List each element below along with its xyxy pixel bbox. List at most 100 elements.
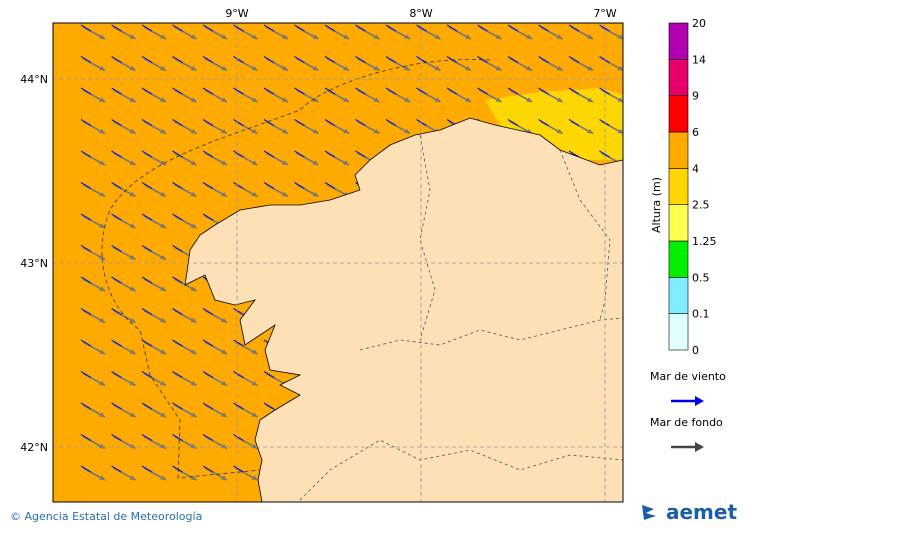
swell-head (465, 34, 471, 39)
swell-head (373, 34, 380, 39)
swell-head (129, 349, 136, 354)
swell-head (312, 34, 319, 39)
wind-arrow (324, 24, 336, 32)
lon-label: 9°W (225, 7, 248, 20)
swell-head (129, 255, 136, 260)
logo: aemet (666, 500, 737, 524)
swell-head (160, 66, 166, 71)
wind-arrow (172, 118, 183, 127)
wind-arrow (80, 213, 92, 221)
wind-arrow (416, 55, 427, 64)
swell-head (99, 34, 105, 39)
wind-arrow (202, 339, 214, 347)
swell-head (312, 129, 319, 134)
wind-arrow (141, 181, 153, 190)
swell-head (190, 381, 197, 386)
wind-arrow (111, 118, 122, 127)
wind-arrow (80, 118, 92, 127)
wind-arrow (507, 87, 519, 95)
wind-arrow (599, 150, 610, 158)
wind-arrow (233, 55, 244, 64)
swell-head (99, 475, 105, 480)
swell-head (99, 129, 105, 134)
swell-head (129, 34, 136, 39)
swell-head (221, 97, 227, 102)
wind-arrow (507, 118, 519, 127)
swell-head (312, 192, 319, 197)
swell-head (221, 160, 227, 165)
swell-head (282, 66, 288, 71)
swell-head (556, 34, 563, 39)
sea-zone (485, 88, 623, 160)
wind-arrow (202, 181, 214, 190)
wind-arrow (111, 55, 122, 64)
wind-arrow (477, 87, 488, 95)
wind-arrow (324, 55, 336, 64)
colorbar-label: 1.25 (692, 235, 717, 248)
wind-arrow (294, 118, 305, 127)
swell-head (99, 349, 105, 354)
wind-arrow (111, 370, 122, 379)
swell-head (343, 97, 349, 102)
wind-arrow (233, 402, 244, 410)
wind-arrow (111, 339, 122, 347)
colorbar-swatch (668, 313, 689, 351)
swell-head (190, 66, 197, 71)
wind-arrow (385, 55, 397, 64)
wind-arrow (324, 87, 336, 95)
swell-head (282, 129, 288, 134)
swell-head (251, 475, 258, 480)
wind-arrow (141, 87, 153, 95)
swell-head (526, 97, 532, 102)
wind-arrow (80, 465, 92, 473)
swell-head (312, 66, 319, 71)
wind-arrow (172, 150, 183, 158)
wind-arrow (263, 87, 275, 95)
wind-arrow (80, 150, 92, 158)
swell-head (160, 160, 166, 165)
swell-head (343, 129, 349, 134)
colorbar-label: 6 (692, 126, 699, 139)
swell-head (465, 66, 471, 71)
wind-arrow (172, 213, 183, 221)
colorbar-label: 0.1 (692, 308, 710, 321)
colorbar-label: 0.5 (692, 271, 710, 284)
swell-head (129, 223, 136, 228)
swell-head (129, 286, 136, 291)
swell-head (190, 192, 197, 197)
swell-head (526, 34, 532, 39)
wind-arrow (233, 307, 244, 316)
swell-head (495, 66, 502, 71)
wind-arrow (202, 118, 214, 127)
swell-head (129, 318, 136, 323)
swell-head (343, 160, 349, 165)
swell-head (343, 34, 349, 39)
swell-head (282, 192, 288, 197)
swell-head (99, 318, 105, 323)
wind-arrow (477, 24, 488, 32)
wind-arrow (233, 118, 244, 127)
colorbar-swatch (668, 22, 689, 60)
swell-head (404, 129, 410, 134)
wind-arrow (294, 150, 305, 158)
wind-arrow (141, 339, 153, 347)
swell-head (221, 475, 227, 480)
wind-arrow (202, 465, 214, 473)
wind-arrow (538, 118, 549, 127)
wind-arrow (355, 24, 366, 32)
wind-arrow (233, 433, 244, 442)
swell-head (373, 97, 380, 102)
swell-head (587, 34, 593, 39)
swell-head (160, 381, 166, 386)
wind-arrow (385, 87, 397, 95)
wind-arrow (111, 213, 122, 221)
wind-arrow (172, 370, 183, 379)
wind-arrow (233, 339, 244, 347)
wind-arrow (111, 87, 122, 95)
wind-arrow (202, 370, 214, 379)
swell-head (526, 66, 532, 71)
wind-arrow (80, 24, 92, 32)
wind-arrow (599, 118, 610, 127)
swell-head (221, 412, 227, 417)
swell-head (373, 129, 380, 134)
